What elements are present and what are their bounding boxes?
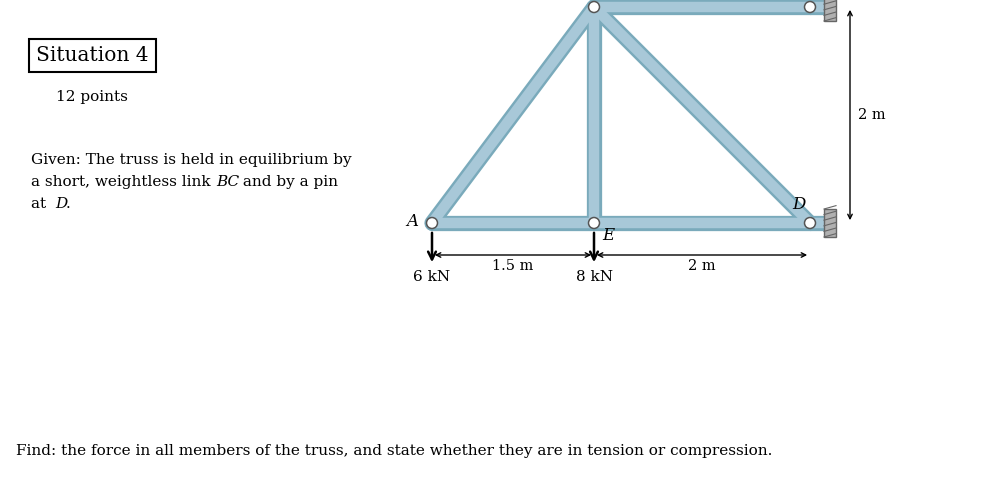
- Text: D: D: [792, 196, 806, 213]
- Text: A: A: [406, 213, 418, 229]
- Text: Find: the force in all members of the truss, and state whether they are in tensi: Find: the force in all members of the tr…: [16, 444, 773, 458]
- Circle shape: [427, 217, 438, 228]
- Text: .: .: [66, 197, 71, 211]
- Text: 1.5 m: 1.5 m: [493, 259, 533, 273]
- Text: 12 points: 12 points: [56, 90, 128, 104]
- Circle shape: [804, 1, 815, 12]
- Circle shape: [804, 217, 815, 228]
- Text: a short, weightless link: a short, weightless link: [31, 175, 215, 189]
- Text: E: E: [602, 227, 614, 244]
- Text: Given: The truss is held in equilibrium by: Given: The truss is held in equilibrium …: [31, 153, 352, 167]
- Text: 8 kN: 8 kN: [576, 270, 613, 284]
- Circle shape: [589, 217, 600, 228]
- Text: 6 kN: 6 kN: [413, 270, 451, 284]
- Text: D: D: [55, 197, 68, 211]
- Bar: [824, 209, 836, 237]
- Text: at: at: [31, 197, 51, 211]
- Text: Situation 4: Situation 4: [36, 46, 149, 65]
- Text: and by a pin: and by a pin: [238, 175, 338, 189]
- Bar: [824, 0, 836, 21]
- Text: 2 m: 2 m: [858, 108, 886, 122]
- Text: 2 m: 2 m: [688, 259, 716, 273]
- Circle shape: [589, 1, 600, 12]
- Text: BC: BC: [216, 175, 239, 189]
